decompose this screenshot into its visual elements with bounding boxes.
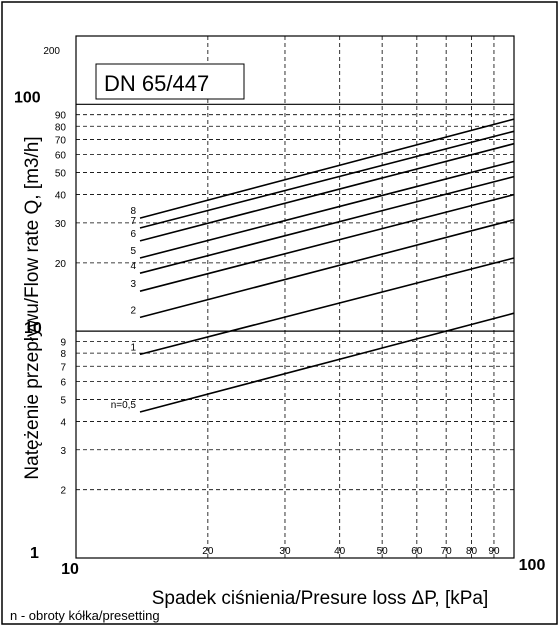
x-tick-label: 50 xyxy=(377,546,389,557)
series-line xyxy=(139,118,515,219)
x-tick-label: 30 xyxy=(279,546,291,557)
x-tick-label: 70 xyxy=(441,546,453,557)
y-tick-label: 4 xyxy=(60,417,66,428)
series-line xyxy=(139,142,515,242)
series-label: n=0,5 xyxy=(111,400,137,411)
x-tick-label: 20 xyxy=(202,546,214,557)
x-tick-label: 80 xyxy=(466,546,478,557)
series-line xyxy=(139,175,515,274)
y-tick-label: 30 xyxy=(55,219,67,230)
y-tick-label: 50 xyxy=(55,169,67,180)
series-lines xyxy=(139,118,515,413)
y-tick-label: 3 xyxy=(60,446,66,457)
x-tick-label: 100 xyxy=(519,557,546,574)
y-tick-label: 2 xyxy=(60,486,66,497)
series-label: 4 xyxy=(130,261,136,272)
y-axis-label: Natężenie przepływu/Flow rate Q, [m3/h] xyxy=(22,136,43,479)
series-line xyxy=(139,193,515,292)
chart-title: DN 65/447 xyxy=(104,71,209,96)
y-tick-label: 100 xyxy=(14,89,41,106)
series-label: 6 xyxy=(130,229,136,240)
y-tick-label: 6 xyxy=(60,377,66,388)
y-tick-label: 80 xyxy=(55,122,67,133)
y-tick-label: 5 xyxy=(60,395,66,406)
title-box xyxy=(95,63,245,100)
x-axis-label: Spadek ciśnienia/Presure loss ΔP, [kPa] xyxy=(152,588,489,609)
footnote: n - obroty kółka/presetting xyxy=(10,608,160,623)
grid xyxy=(76,36,514,558)
series-labels: n=0,5 1 2 3 4 5 6 78 xyxy=(111,206,137,411)
x-tick-label: 60 xyxy=(411,546,423,557)
y-tick-label: 7 xyxy=(60,362,66,373)
y-tick-label: 60 xyxy=(55,151,67,162)
series-line xyxy=(139,257,515,356)
y-tick-label: 40 xyxy=(55,191,67,202)
series-line xyxy=(139,160,515,259)
series-label: 3 xyxy=(130,279,136,290)
x-tick-label: 90 xyxy=(488,546,500,557)
y-tick-label: 8 xyxy=(60,349,66,360)
y-tick-label: 9 xyxy=(60,338,66,349)
series-label: 7 xyxy=(130,216,136,227)
series-line xyxy=(139,130,515,229)
y-tick-label: 10 xyxy=(24,320,42,337)
series-label: 1 xyxy=(130,342,136,353)
x-tick-label: 40 xyxy=(334,546,346,557)
plot-border xyxy=(75,35,515,559)
y-tick-label: 20 xyxy=(55,259,67,270)
series-line xyxy=(139,218,515,319)
y-tick-label: 70 xyxy=(55,135,67,146)
series-line xyxy=(139,312,515,413)
y-tick-label: 200 xyxy=(43,46,60,57)
series-label: 5 xyxy=(130,246,136,257)
y-tick-label: 1 xyxy=(30,545,39,562)
y-tick-label: 90 xyxy=(55,111,67,122)
series-label: 8 xyxy=(130,206,136,217)
series-label: 2 xyxy=(130,305,136,316)
x-tick-label: 10 xyxy=(61,561,79,578)
